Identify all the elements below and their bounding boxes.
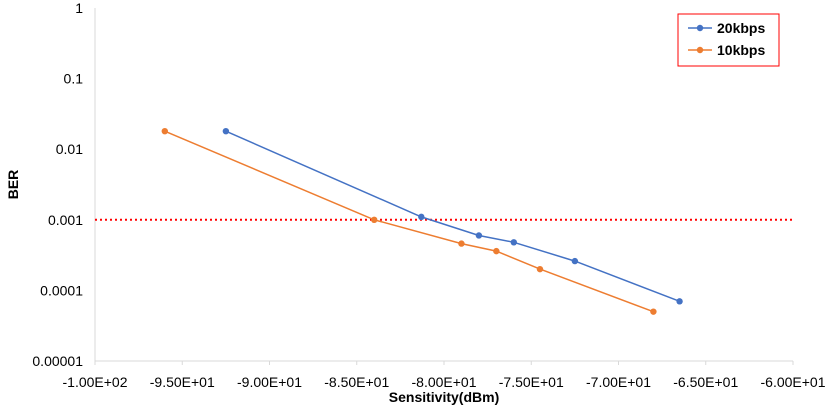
x-axis-title: Sensitivity(dBm) [389, 389, 499, 405]
series-10kbps [161, 127, 657, 315]
legend-label: 10kbps [717, 42, 765, 58]
data-point [222, 127, 230, 135]
data-point [161, 127, 168, 135]
y-tick-label: 0.01 [56, 141, 83, 157]
data-point [571, 257, 579, 265]
y-tick-label: 0.001 [48, 212, 83, 228]
data-point [493, 247, 500, 255]
x-tick-label: -8.00E+01 [412, 374, 477, 390]
legend-marker [696, 46, 704, 54]
x-tick-label: -9.50E+01 [150, 374, 215, 390]
x-tick-label: -6.50E+01 [673, 374, 738, 390]
data-point [650, 308, 657, 315]
data-point [676, 298, 683, 305]
data-point [536, 265, 544, 273]
data-point [371, 216, 378, 223]
legend-label: 20kbps [717, 20, 765, 36]
series-20kbps [222, 127, 683, 305]
y-tick-label: 1 [75, 0, 83, 16]
data-point [475, 232, 483, 239]
x-tick-label: -6.00E+01 [761, 374, 826, 390]
series-line [164, 130, 654, 313]
y-tick-labels: 0.00001 0.0001 0.001 0.01 0.1 1 [32, 0, 83, 369]
legend-box [677, 13, 780, 67]
x-tick-label: -1.00E+02 [63, 374, 128, 390]
data-point [418, 213, 425, 221]
y-tick-label: 0.0001 [40, 282, 83, 298]
series-layer [161, 127, 683, 315]
x-tick-label: -9.00E+01 [237, 374, 302, 390]
data-point [458, 240, 465, 247]
series-line [225, 130, 680, 303]
x-tick-label: -7.50E+01 [499, 374, 564, 390]
y-axis-title: BER [5, 170, 21, 200]
x-tick-label: -8.50E+01 [324, 374, 389, 390]
legend-marker [696, 24, 704, 32]
x-tick-labels: -1.00E+02 -9.50E+01 -9.00E+01 -8.50E+01 -8.0… [63, 361, 826, 390]
data-point [510, 239, 517, 246]
x-tick-label: -7.00E+01 [586, 374, 651, 390]
y-tick-label: 0.00001 [32, 353, 83, 369]
legend: 20kbps 10kbps [677, 13, 780, 67]
y-tick-label: 0.1 [64, 71, 84, 87]
